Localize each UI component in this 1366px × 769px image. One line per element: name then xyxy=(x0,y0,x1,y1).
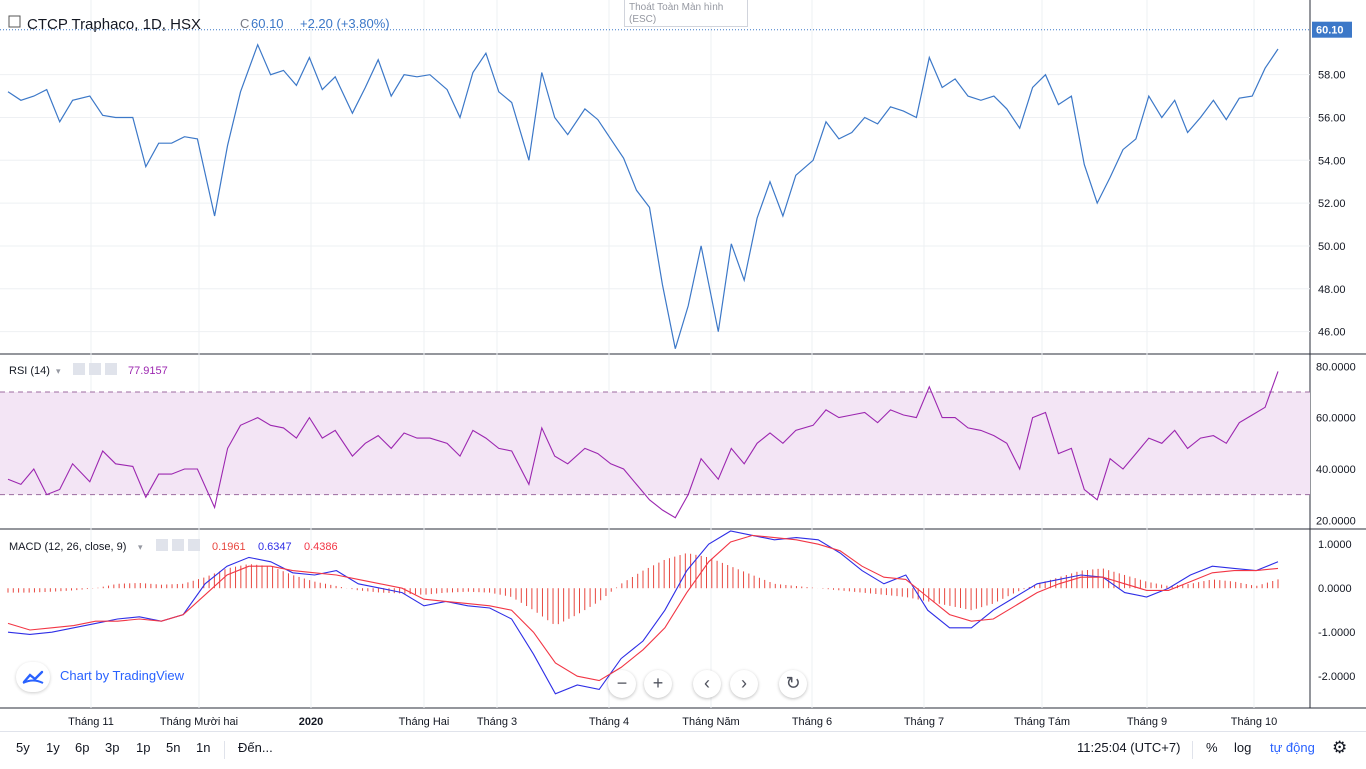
eye-icon[interactable] xyxy=(156,539,168,551)
macd-line xyxy=(7,530,1279,695)
settings-icon[interactable] xyxy=(89,363,101,375)
time-tick-label: Tháng Năm xyxy=(682,716,739,728)
settings-icon[interactable] xyxy=(172,539,184,551)
macd-tick-label: 1.0000 xyxy=(1318,539,1352,551)
price-tick-label: 54.00 xyxy=(1318,155,1346,167)
dropdown-icon: ▾ xyxy=(56,366,61,376)
range-1y[interactable]: 1y xyxy=(46,740,60,755)
time-tick-label: Tháng 7 xyxy=(904,716,944,728)
rsi-tick-label: 20.0000 xyxy=(1316,515,1356,527)
symbol-title: CTCP Traphaco, 1D, HSX xyxy=(27,16,201,33)
time-tick-label: Tháng Hai xyxy=(399,716,450,728)
reset-chart-button[interactable]: ↻ xyxy=(779,670,807,698)
rsi-band-fill xyxy=(0,391,1310,495)
last-price-badge xyxy=(1312,21,1352,38)
scroll-right-button[interactable]: › xyxy=(730,670,758,698)
macd-tick-label: -1.0000 xyxy=(1318,627,1355,639)
rsi-title: RSI (14) xyxy=(9,365,50,377)
last-price-label: 60.10 xyxy=(1316,25,1344,37)
exit-fullscreen-tip[interactable]: Thoát Toàn Màn hình (ESC) xyxy=(624,0,748,27)
scroll-left-button[interactable]: ‹ xyxy=(693,670,721,698)
time-tick-label: Tháng 10 xyxy=(1231,716,1277,728)
range-5y[interactable]: 5y xyxy=(16,740,30,755)
range-1n[interactable]: 1n xyxy=(196,740,211,755)
price-tick-label: 50.00 xyxy=(1318,241,1346,253)
time-tick-label: Tháng 11 xyxy=(68,716,114,728)
range-1p[interactable]: 1p xyxy=(136,740,151,755)
close-icon[interactable] xyxy=(105,363,117,375)
divider xyxy=(224,741,225,759)
time-tick-label: Tháng Mười hai xyxy=(160,716,238,728)
signal-line xyxy=(7,534,1279,682)
gear-icon[interactable]: ⚙ xyxy=(1332,738,1348,757)
price-tick-label: 48.00 xyxy=(1318,284,1346,296)
dropdown-icon: ▾ xyxy=(138,542,143,552)
change-value: +2.20 (+3.80%) xyxy=(300,16,390,31)
percent-scale-toggle[interactable]: % xyxy=(1206,740,1218,755)
time-tick-label: Tháng 4 xyxy=(589,716,629,728)
time-tick-label: Tháng 3 xyxy=(477,716,517,728)
timezone-clock[interactable]: 11:25:04 (UTC+7) xyxy=(1077,740,1181,755)
exit-fullscreen-label: Thoát Toàn Màn hình xyxy=(629,2,724,13)
zoom-out-button[interactable]: − xyxy=(608,670,636,698)
exit-fullscreen-shortcut: (ESC) xyxy=(629,14,657,25)
time-tick-label: Tháng 6 xyxy=(792,716,832,728)
chart-background xyxy=(0,0,1366,731)
time-tick-label: 2020 xyxy=(299,716,323,728)
collapse-icon[interactable] xyxy=(8,15,21,28)
range-5n[interactable]: 5n xyxy=(166,740,181,755)
price-tick-label: 46.00 xyxy=(1318,327,1346,339)
rsi-value: 77.9157 xyxy=(128,365,168,377)
log-scale-toggle[interactable]: log xyxy=(1234,740,1252,755)
auto-scale-toggle[interactable]: tự động xyxy=(1270,740,1315,755)
tradingview-logo-icon[interactable] xyxy=(16,662,50,692)
macd-tick-label: -2.0000 xyxy=(1318,671,1355,683)
price-series-line xyxy=(7,43,1279,349)
price-tick-label: 52.00 xyxy=(1318,198,1346,210)
macd-hist-value: 0.1961 xyxy=(212,541,246,553)
time-tick-label: Tháng 9 xyxy=(1127,716,1167,728)
rsi-tick-label: 80.0000 xyxy=(1316,361,1356,373)
rsi-tick-label: 40.0000 xyxy=(1316,464,1356,476)
chart-canvas[interactable]: Tháng 11 Tháng Mười hai 2020 Tháng Hai Tháng… xyxy=(0,0,1366,731)
macd-signal-value: 0.4386 xyxy=(304,541,338,553)
rsi-tick-label: 60.0000 xyxy=(1316,413,1356,425)
macd-tick-label: 0.0000 xyxy=(1318,583,1352,595)
goto-date-button[interactable]: Đến... xyxy=(238,740,273,755)
range-6p[interactable]: 6p xyxy=(75,740,90,755)
close-value: 60.10 xyxy=(251,16,284,31)
tradingview-branding[interactable]: Chart by TradingView xyxy=(60,668,185,683)
macd-value: 0.6347 xyxy=(258,541,292,553)
time-tick-label: Tháng Tám xyxy=(1014,716,1070,728)
macd-title: MACD (12, 26, close, 9) xyxy=(9,541,126,553)
divider xyxy=(1192,741,1193,759)
ohlc-prefix: C xyxy=(240,16,249,31)
range-3p[interactable]: 3p xyxy=(105,740,120,755)
rsi-series-line xyxy=(7,371,1279,519)
close-icon[interactable] xyxy=(188,539,200,551)
eye-icon[interactable] xyxy=(73,363,85,375)
price-tick-label: 58.00 xyxy=(1318,70,1346,82)
bottom-toolbar: 5y 1y 6p 3p 1p 5n 1n Đến... 11:25:04 (UT… xyxy=(0,731,1366,769)
price-tick-label: 56.00 xyxy=(1318,112,1346,124)
zoom-in-button[interactable]: + xyxy=(644,670,672,698)
